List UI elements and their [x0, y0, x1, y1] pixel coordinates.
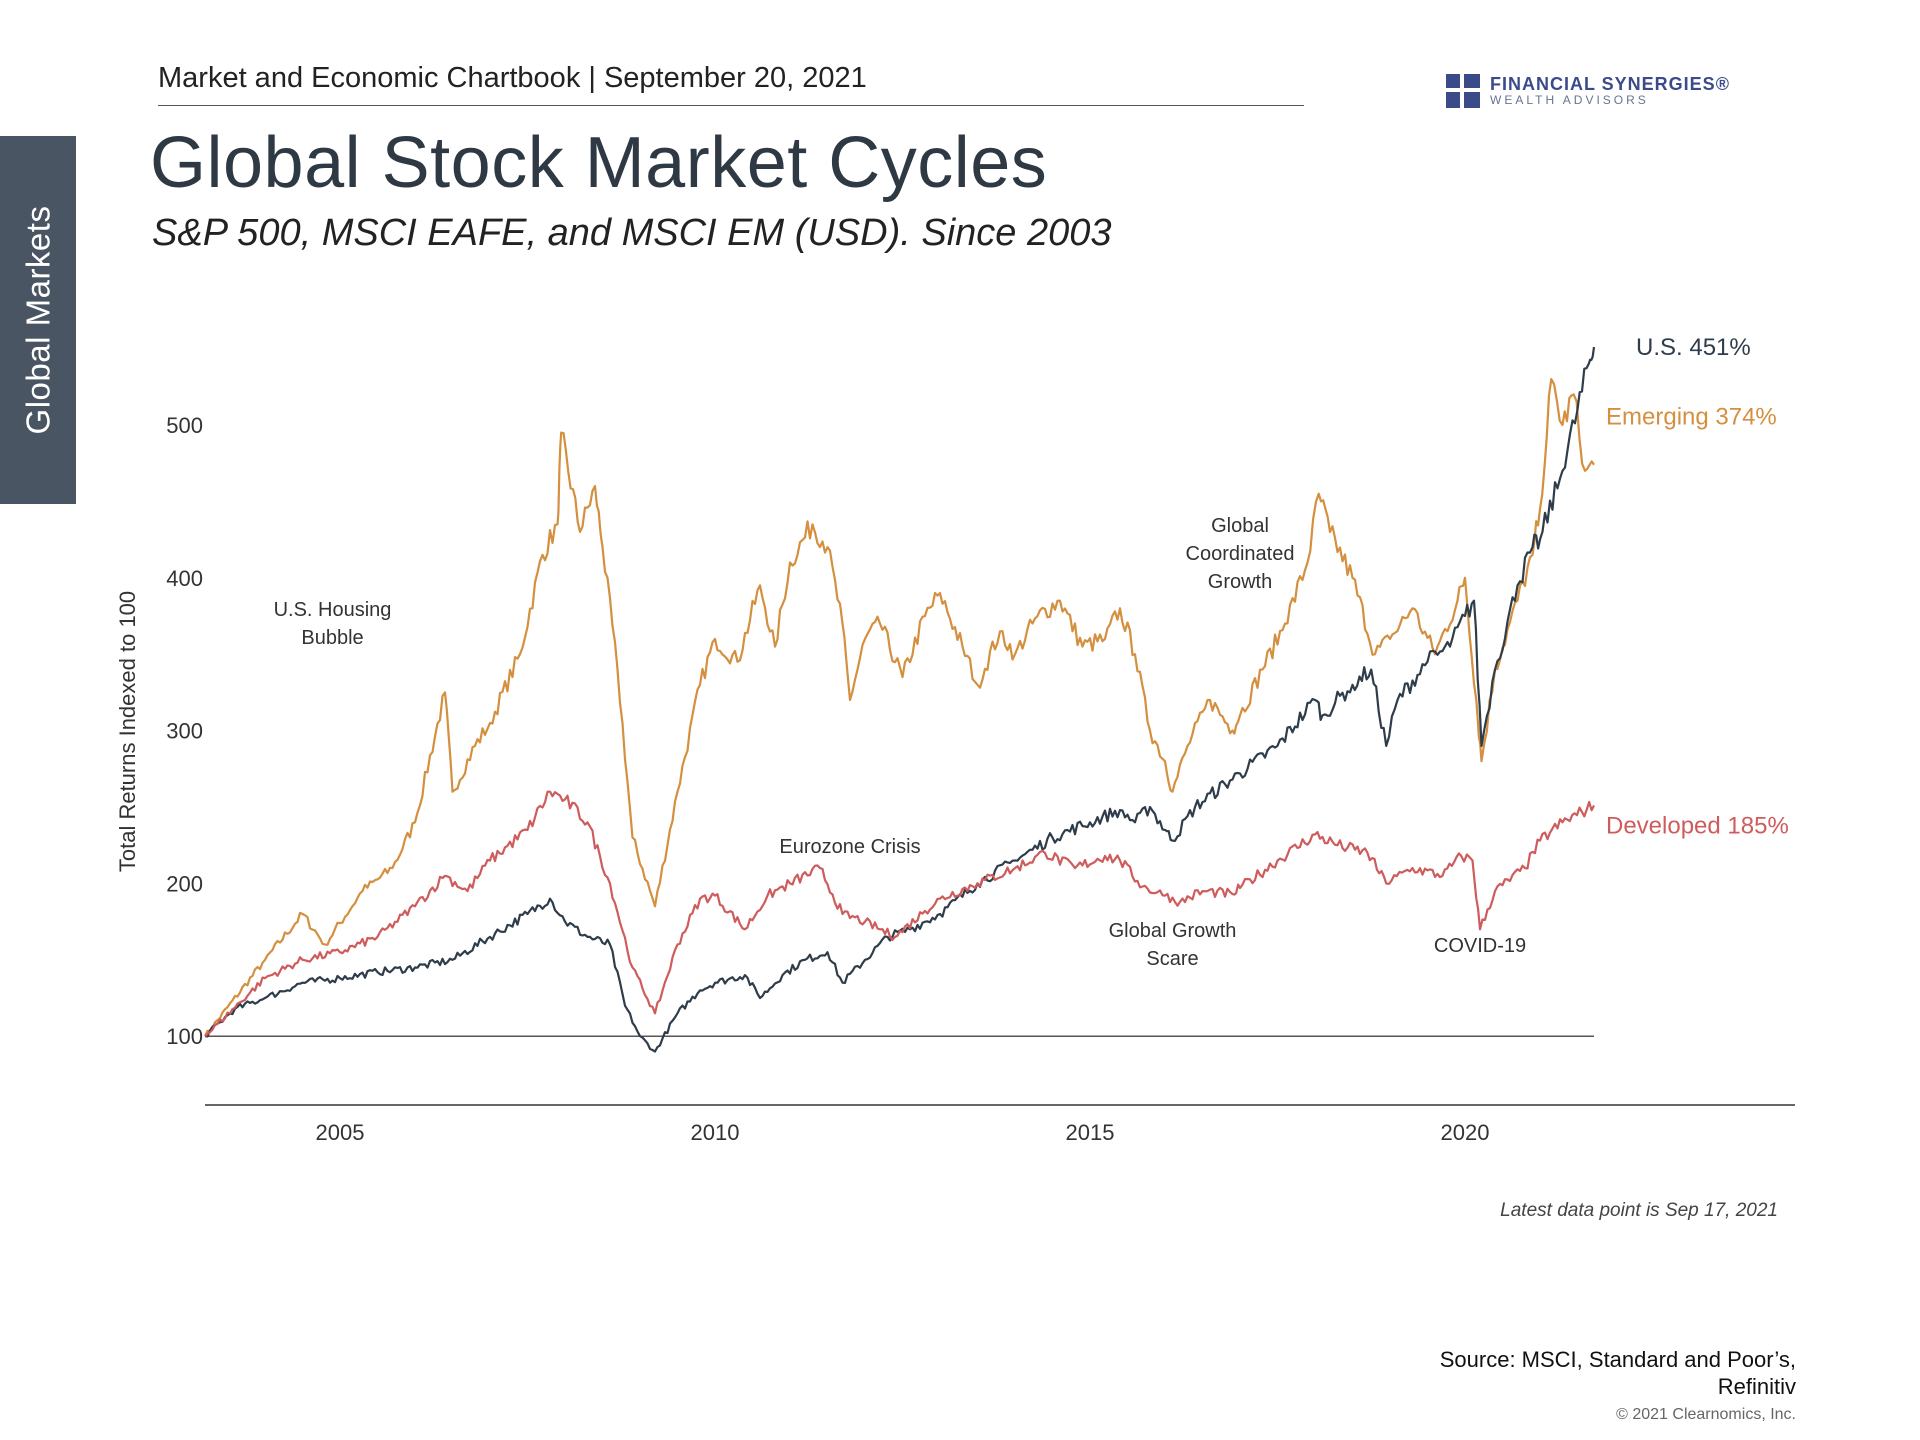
x-tick-label: 2005	[316, 1120, 365, 1145]
series-line-developed	[204, 790, 1595, 1037]
y-tick-label: 100	[166, 1024, 203, 1049]
chart-annotation: U.S. Housing Bubble	[274, 599, 392, 649]
x-tick-label: 2015	[1066, 1120, 1115, 1145]
copyright-note: © 2021 Clearnomics, Inc.	[1616, 1406, 1796, 1423]
chart-annotation: COVID-19	[1434, 935, 1526, 957]
y-tick-label: 400	[166, 566, 203, 591]
chart-annotation: Eurozone Crisis	[779, 836, 920, 858]
logo-name: FINANCIAL SYNERGIES®	[1490, 74, 1730, 94]
page-title: Global Stock Market Cycles	[150, 123, 1048, 203]
series-end-label: U.S. 451%	[1636, 334, 1751, 361]
page-subtitle: S&P 500, MSCI EAFE, and MSCI EM (USD). S…	[152, 212, 1112, 254]
series-end-label: Developed 185%	[1606, 812, 1789, 839]
latest-data-note: Latest data point is Sep 17, 2021	[1500, 1200, 1778, 1221]
chart-annotation: Global Coordinated Growth	[1186, 515, 1295, 593]
x-tick-label: 2010	[691, 1120, 740, 1145]
y-axis-label: Total Returns Indexed to 100	[115, 591, 140, 872]
x-tick-label: 2020	[1441, 1120, 1490, 1145]
company-logo: FINANCIAL SYNERGIES® WEALTH ADVISORS	[1446, 74, 1730, 108]
logo-mark-icon	[1446, 74, 1480, 108]
source-note: Source: MSCI, Standard and Poor’s, Refin…	[1439, 1347, 1796, 1399]
logo-tagline: WEALTH ADVISORS	[1490, 93, 1649, 107]
chart-annotation: Global Growth Scare	[1109, 920, 1237, 970]
y-tick-label: 300	[166, 719, 203, 744]
chartbook-header: Market and Economic Chartbook | Septembe…	[158, 62, 1304, 106]
series-end-label: Emerging 374%	[1606, 404, 1777, 431]
y-tick-label: 200	[166, 871, 203, 896]
series-line-emerging	[204, 378, 1595, 1037]
y-tick-label: 500	[166, 413, 203, 438]
series-line-us	[204, 346, 1596, 1053]
section-tab-global-markets[interactable]: Global Markets	[0, 136, 76, 504]
